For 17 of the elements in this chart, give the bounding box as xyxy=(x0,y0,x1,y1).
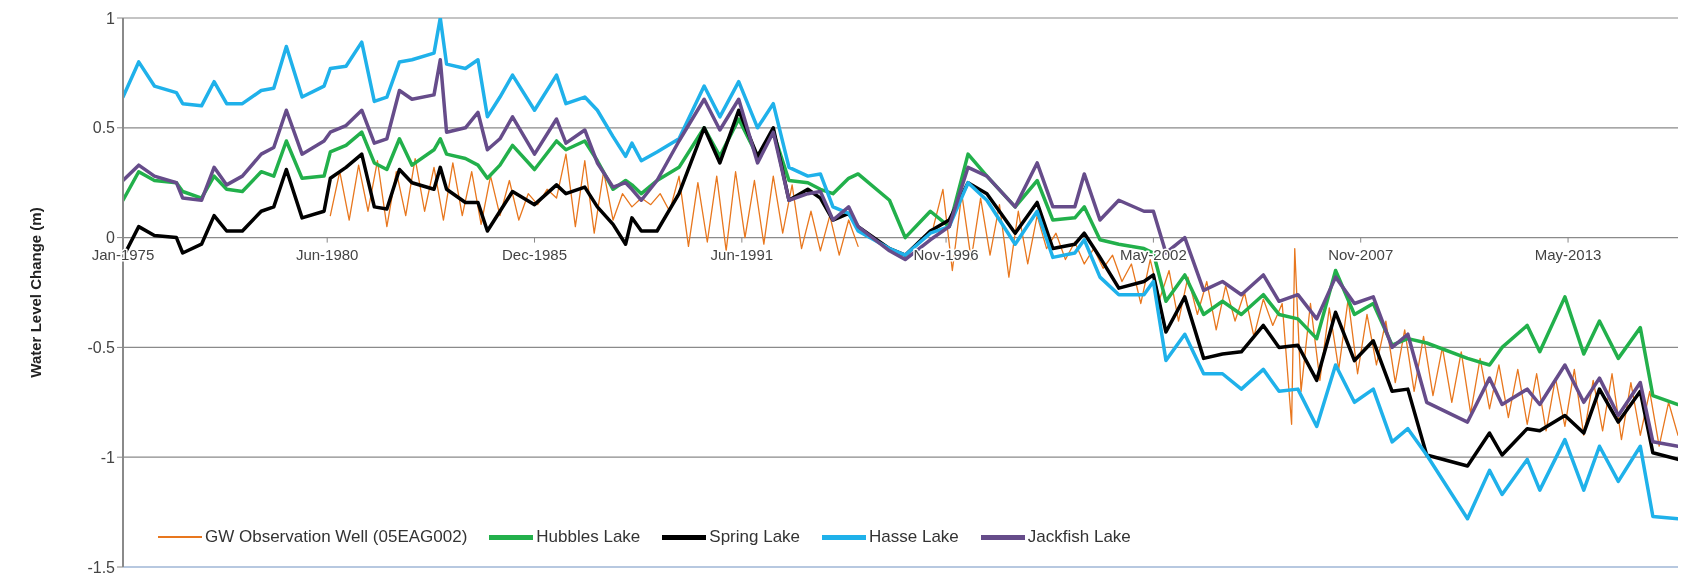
legend-label: Spring Lake xyxy=(709,527,801,547)
x-tick-label: Nov-2007 xyxy=(1328,245,1394,263)
x-tick-label: Jun-1991 xyxy=(710,245,774,263)
legend-label: Jackfish Lake xyxy=(1027,527,1131,547)
y-tick-label: -0.5 xyxy=(87,339,116,357)
y-axis-title: Water Level Change (m) xyxy=(27,207,45,378)
x-tick-label: Jun-1980 xyxy=(295,245,359,263)
legend-label: Hasse Lake xyxy=(869,527,959,547)
y-tick-label: -1.5 xyxy=(87,558,116,576)
y-tick-label: 0.5 xyxy=(92,119,116,137)
legend-label: GW Observation Well (05EAG002) xyxy=(205,527,468,547)
legend-label: Hubbles Lake xyxy=(536,527,641,547)
y-tick-label: 1 xyxy=(106,9,116,27)
x-tick-label: Dec-1985 xyxy=(502,245,568,263)
y-tick-label: 0 xyxy=(106,229,116,247)
x-tick-label: May-2013 xyxy=(1534,245,1602,263)
y-tick-label: -1 xyxy=(100,448,116,466)
